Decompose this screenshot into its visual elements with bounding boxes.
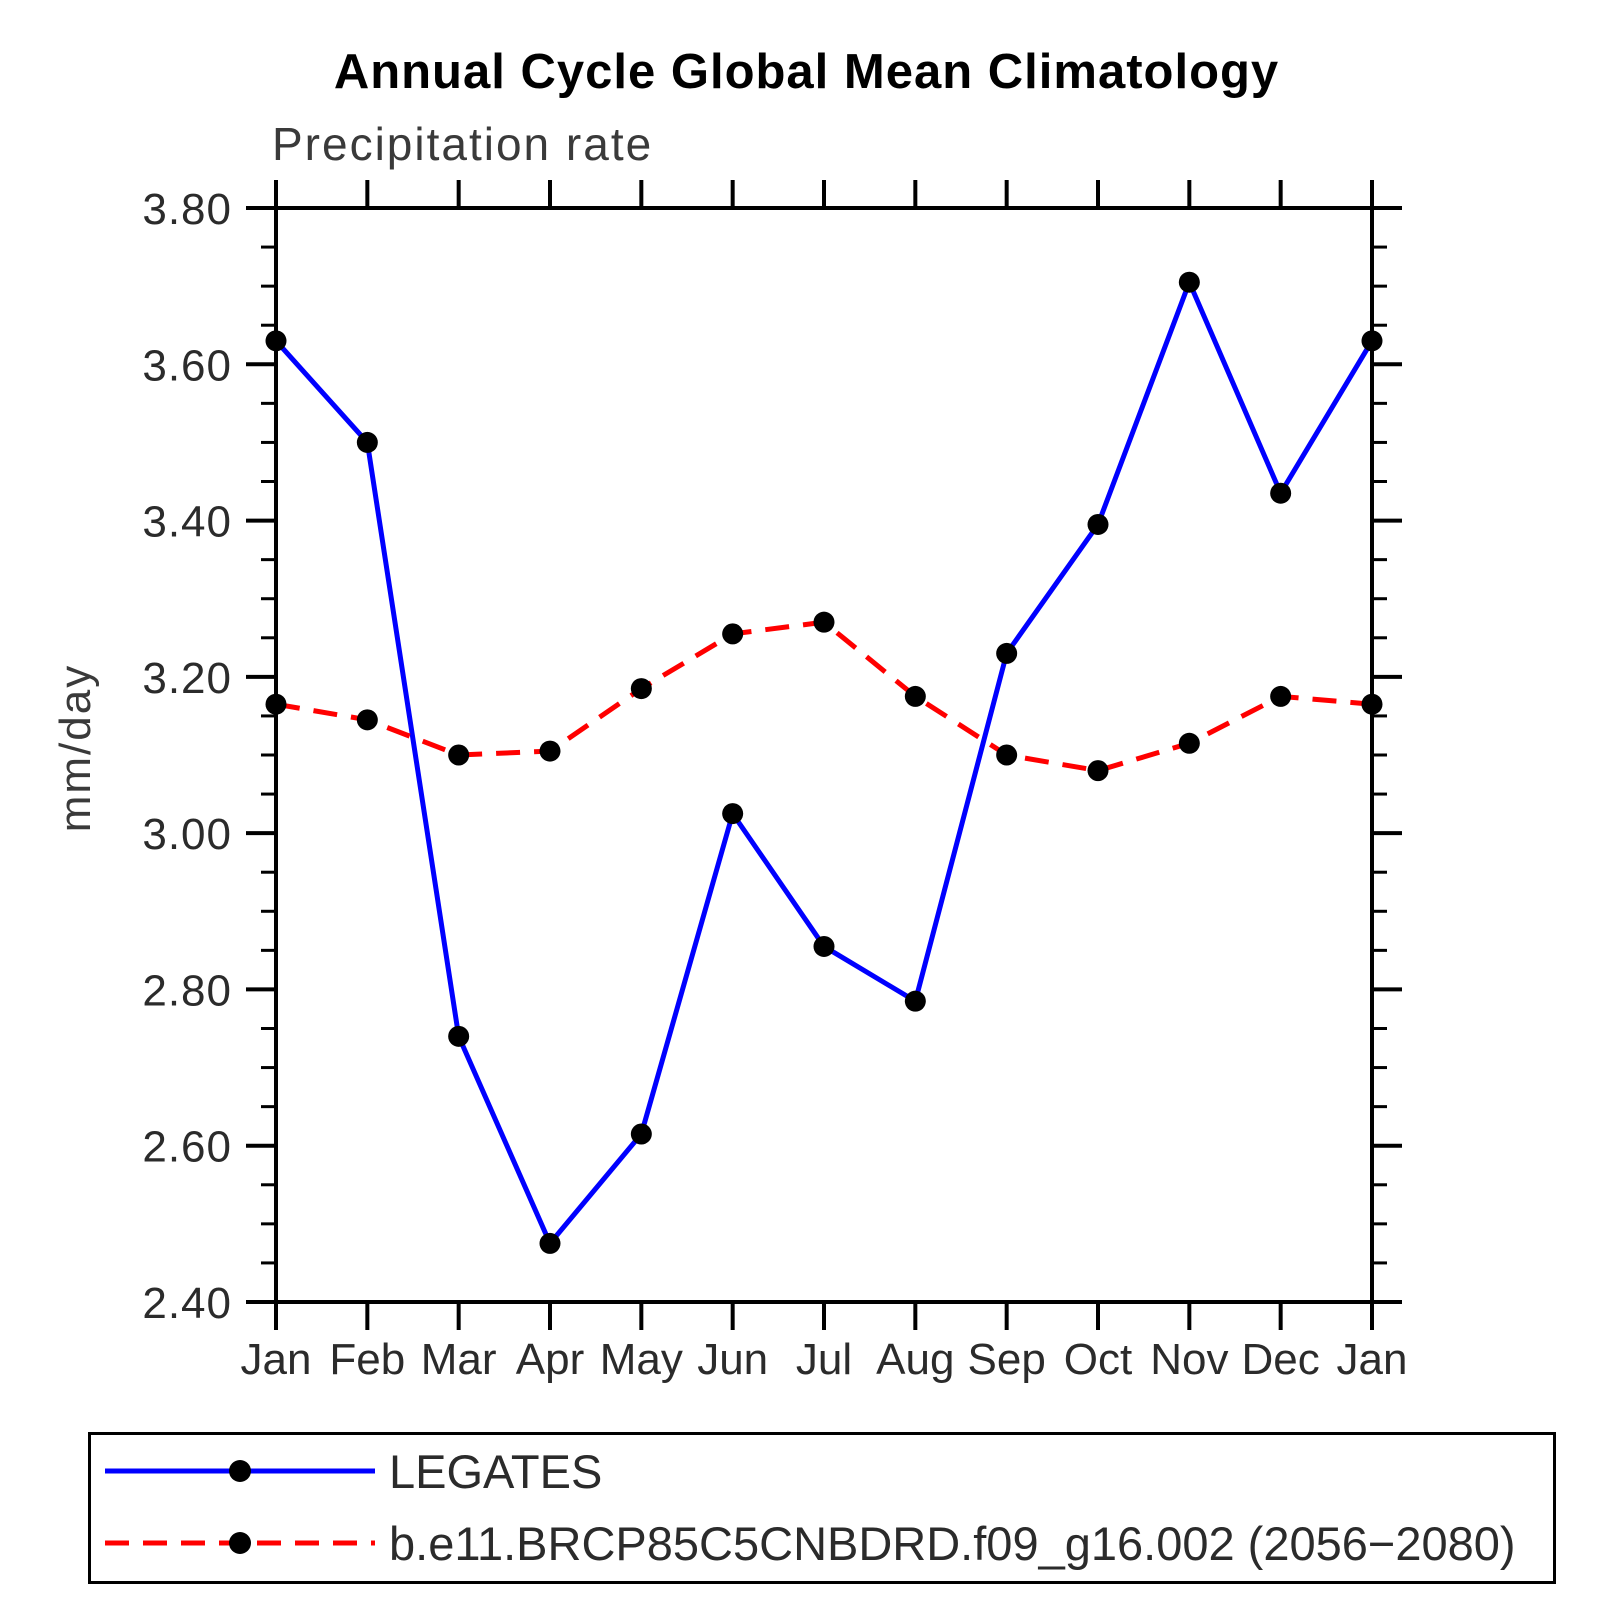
data-point-marker bbox=[448, 744, 470, 766]
data-point-marker bbox=[996, 744, 1018, 766]
y-tick-label: 2.80 bbox=[142, 966, 232, 1015]
data-point-marker bbox=[1361, 693, 1383, 715]
series-line-1 bbox=[275, 619, 1373, 774]
data-point-marker bbox=[1087, 760, 1109, 782]
series-line-0 bbox=[274, 275, 1375, 1249]
x-tick-label: Apr bbox=[516, 1335, 584, 1384]
data-point-marker bbox=[813, 611, 835, 633]
legend-label: LEGATES bbox=[389, 1444, 603, 1498]
data-point-marker bbox=[904, 685, 926, 707]
x-tick-label: Jan bbox=[241, 1335, 312, 1384]
x-tick-label: Jan bbox=[1337, 1335, 1408, 1384]
x-tick-label: Feb bbox=[329, 1335, 405, 1384]
y-tick-label: 3.60 bbox=[142, 341, 232, 390]
data-point-marker bbox=[265, 330, 287, 352]
plot-frame bbox=[274, 206, 1374, 1304]
y-tick-label: 3.00 bbox=[142, 810, 232, 859]
legend-box: LEGATES b.e11.BRCP85C5CNBDRD.f09_g16.002… bbox=[88, 1432, 1556, 1584]
y-tick-label: 3.40 bbox=[142, 498, 232, 547]
y-tick-label: 3.20 bbox=[142, 654, 232, 703]
x-tick-label: May bbox=[600, 1335, 683, 1384]
x-tick-label: Oct bbox=[1064, 1335, 1132, 1384]
x-tick-label: Nov bbox=[1150, 1335, 1228, 1384]
legend-sample-dashed-line bbox=[105, 1532, 375, 1554]
data-point-marker bbox=[265, 693, 287, 715]
legend-marker bbox=[229, 1460, 251, 1482]
data-point-marker bbox=[630, 1123, 652, 1145]
data-point-marker bbox=[813, 935, 835, 957]
data-point-marker bbox=[1270, 482, 1292, 504]
legend-label: b.e11.BRCP85C5CNBDRD.f09_g16.002 (2056−2… bbox=[389, 1516, 1516, 1570]
data-point-marker bbox=[1270, 685, 1292, 707]
chart-subtitle: Precipitation rate bbox=[272, 118, 654, 170]
data-point-marker bbox=[904, 990, 926, 1012]
data-point-marker bbox=[448, 1025, 470, 1047]
chart-title: Annual Cycle Global Mean Climatology bbox=[333, 45, 1280, 99]
data-point-marker bbox=[722, 623, 744, 645]
x-tick-label: Jul bbox=[796, 1335, 852, 1384]
data-point-marker bbox=[1087, 513, 1109, 535]
x-tick-label: Jun bbox=[697, 1335, 768, 1384]
data-point-marker bbox=[539, 1232, 561, 1254]
x-tick-label: Dec bbox=[1242, 1335, 1320, 1384]
y-tick-label: 2.40 bbox=[142, 1279, 232, 1328]
data-point-marker bbox=[722, 803, 744, 825]
data-point-marker bbox=[1178, 271, 1200, 293]
legend-row-model: b.e11.BRCP85C5CNBDRD.f09_g16.002 (2056−2… bbox=[101, 1511, 1516, 1575]
data-point-marker bbox=[1178, 732, 1200, 754]
y-tick-label: 2.60 bbox=[142, 1123, 232, 1172]
x-tick-label: Mar bbox=[421, 1335, 497, 1384]
data-point-marker bbox=[356, 709, 378, 731]
x-tick-label: Sep bbox=[968, 1335, 1046, 1384]
x-tick-label: Aug bbox=[876, 1335, 954, 1384]
data-point-marker bbox=[539, 740, 561, 762]
data-point-marker bbox=[356, 431, 378, 453]
y-tick-label: 3.80 bbox=[142, 185, 232, 234]
legend-marker bbox=[229, 1532, 251, 1554]
data-point-marker bbox=[1361, 330, 1383, 352]
data-point-marker bbox=[630, 678, 652, 700]
legend-row-legates: LEGATES bbox=[101, 1439, 602, 1503]
legend-sample-solid-line bbox=[105, 1460, 375, 1482]
data-point-marker bbox=[996, 642, 1018, 664]
